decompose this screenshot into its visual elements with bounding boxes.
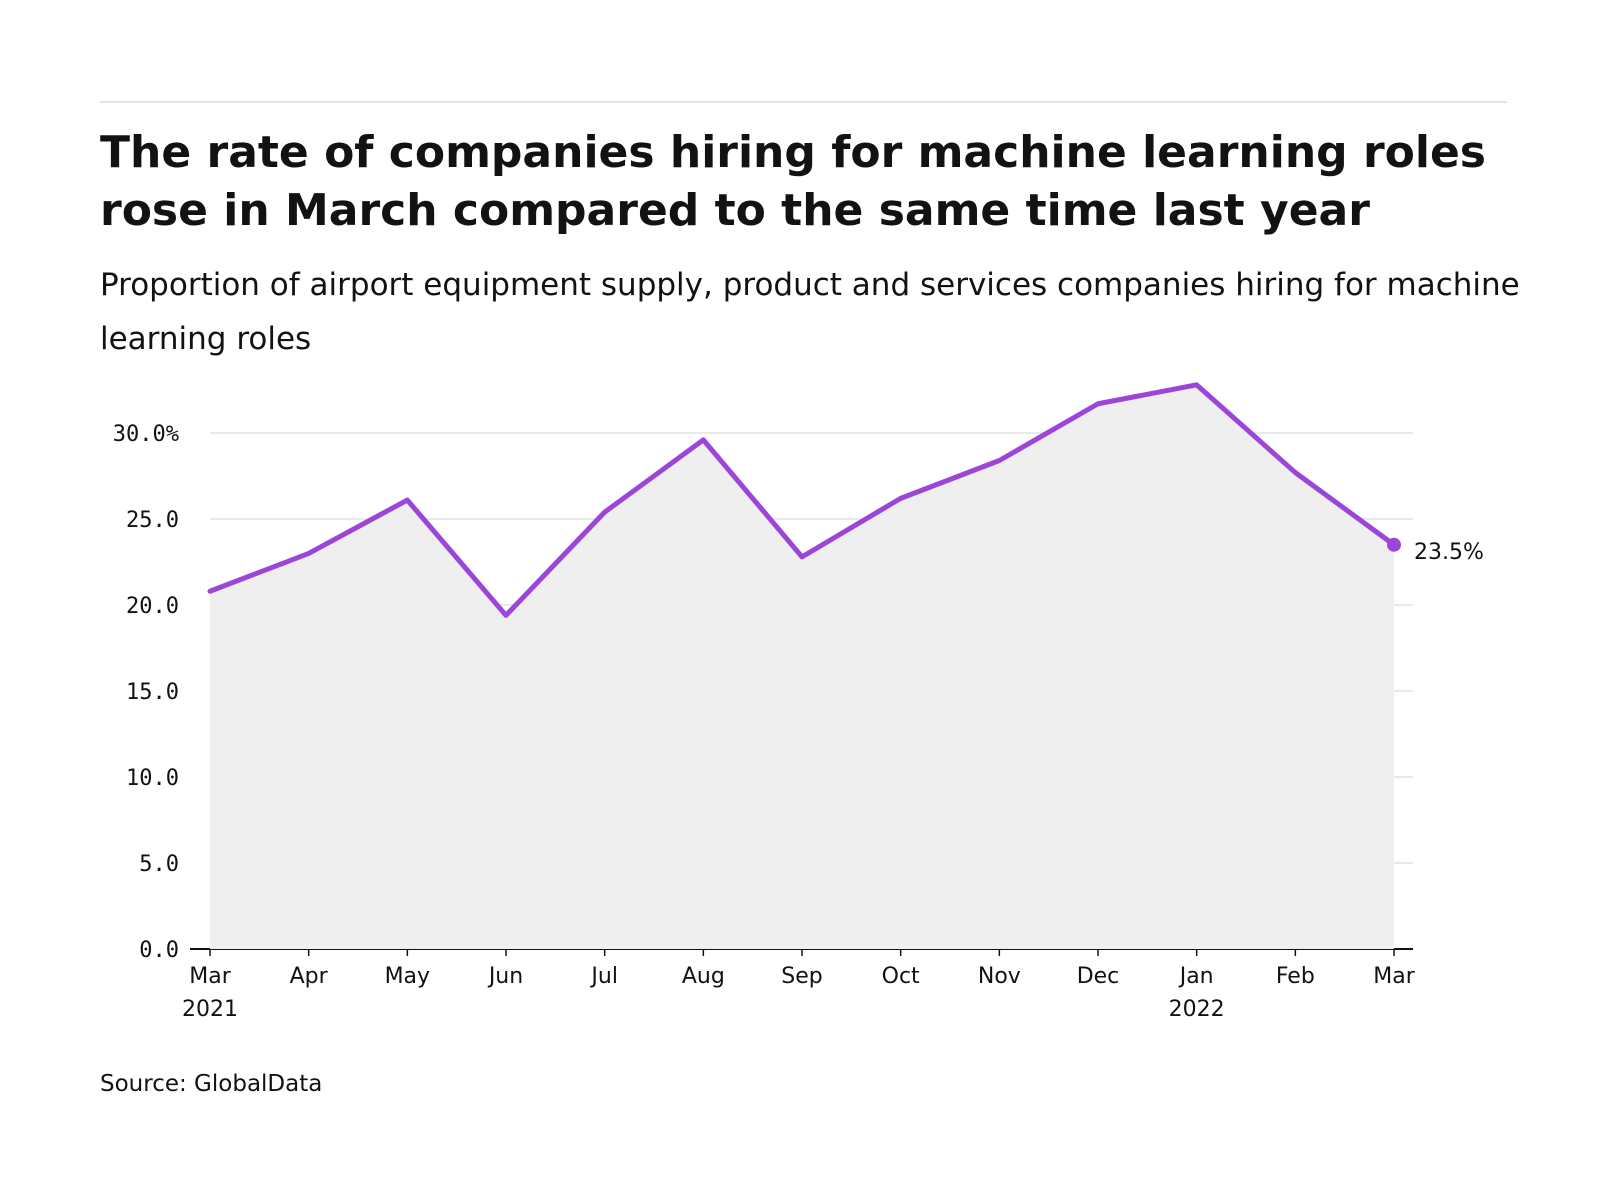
chart-title: The rate of companies hiring for machine… — [100, 127, 1486, 236]
x-tick-year-label: 2021 — [182, 997, 238, 1022]
x-tick-label: Jul — [589, 964, 618, 989]
y-tick-label: 10.0 — [126, 766, 179, 791]
source-note: Source: GlobalData — [100, 1071, 323, 1097]
area-fill-layer — [210, 384, 1394, 950]
end-value-label: 23.5% — [1414, 540, 1484, 565]
x-tick-label: Oct — [882, 964, 920, 989]
x-tick-label: Aug — [682, 964, 725, 989]
x-tick-label: May — [385, 964, 430, 989]
x-tick-label: Apr — [290, 964, 329, 989]
x-axis-ticks: Mar 2021 Apr May Jun Jul Aug Sep Oct Nov Dec Jan 202… — [182, 949, 1416, 1022]
x-tick-label: Jun — [487, 964, 523, 989]
x-tick-label: Mar — [189, 964, 231, 989]
y-tick-label: 0.0 — [139, 938, 179, 963]
area-fill — [210, 384, 1394, 950]
y-tick-label: 25.0 — [126, 508, 179, 533]
end-point-marker — [1387, 537, 1401, 552]
x-tick-label: Mar — [1373, 964, 1415, 989]
x-tick-label: Feb — [1276, 964, 1315, 989]
x-tick-year-label: 2022 — [1169, 997, 1225, 1022]
y-axis-ticks: 0.0 5.0 10.0 15.0 20.0 25.0 30.0% — [113, 422, 179, 963]
series-line-layer — [207, 382, 1401, 618]
chart-subtitle: Proportion of airport equipment supply, … — [100, 267, 1520, 357]
top-rule — [100, 101, 1507, 103]
y-tick-label: 30.0% — [113, 422, 179, 447]
y-tick-label: 15.0 — [126, 680, 179, 705]
data-label-layer: 23.5% — [1414, 540, 1484, 565]
x-tick-label: Jan — [1178, 964, 1214, 989]
x-tick-label: Nov — [978, 964, 1021, 989]
y-tick-label: 5.0 — [139, 852, 179, 877]
x-tick-label: Sep — [781, 964, 822, 989]
y-tick-label: 20.0 — [126, 594, 179, 619]
x-tick-label: Dec — [1077, 964, 1120, 989]
